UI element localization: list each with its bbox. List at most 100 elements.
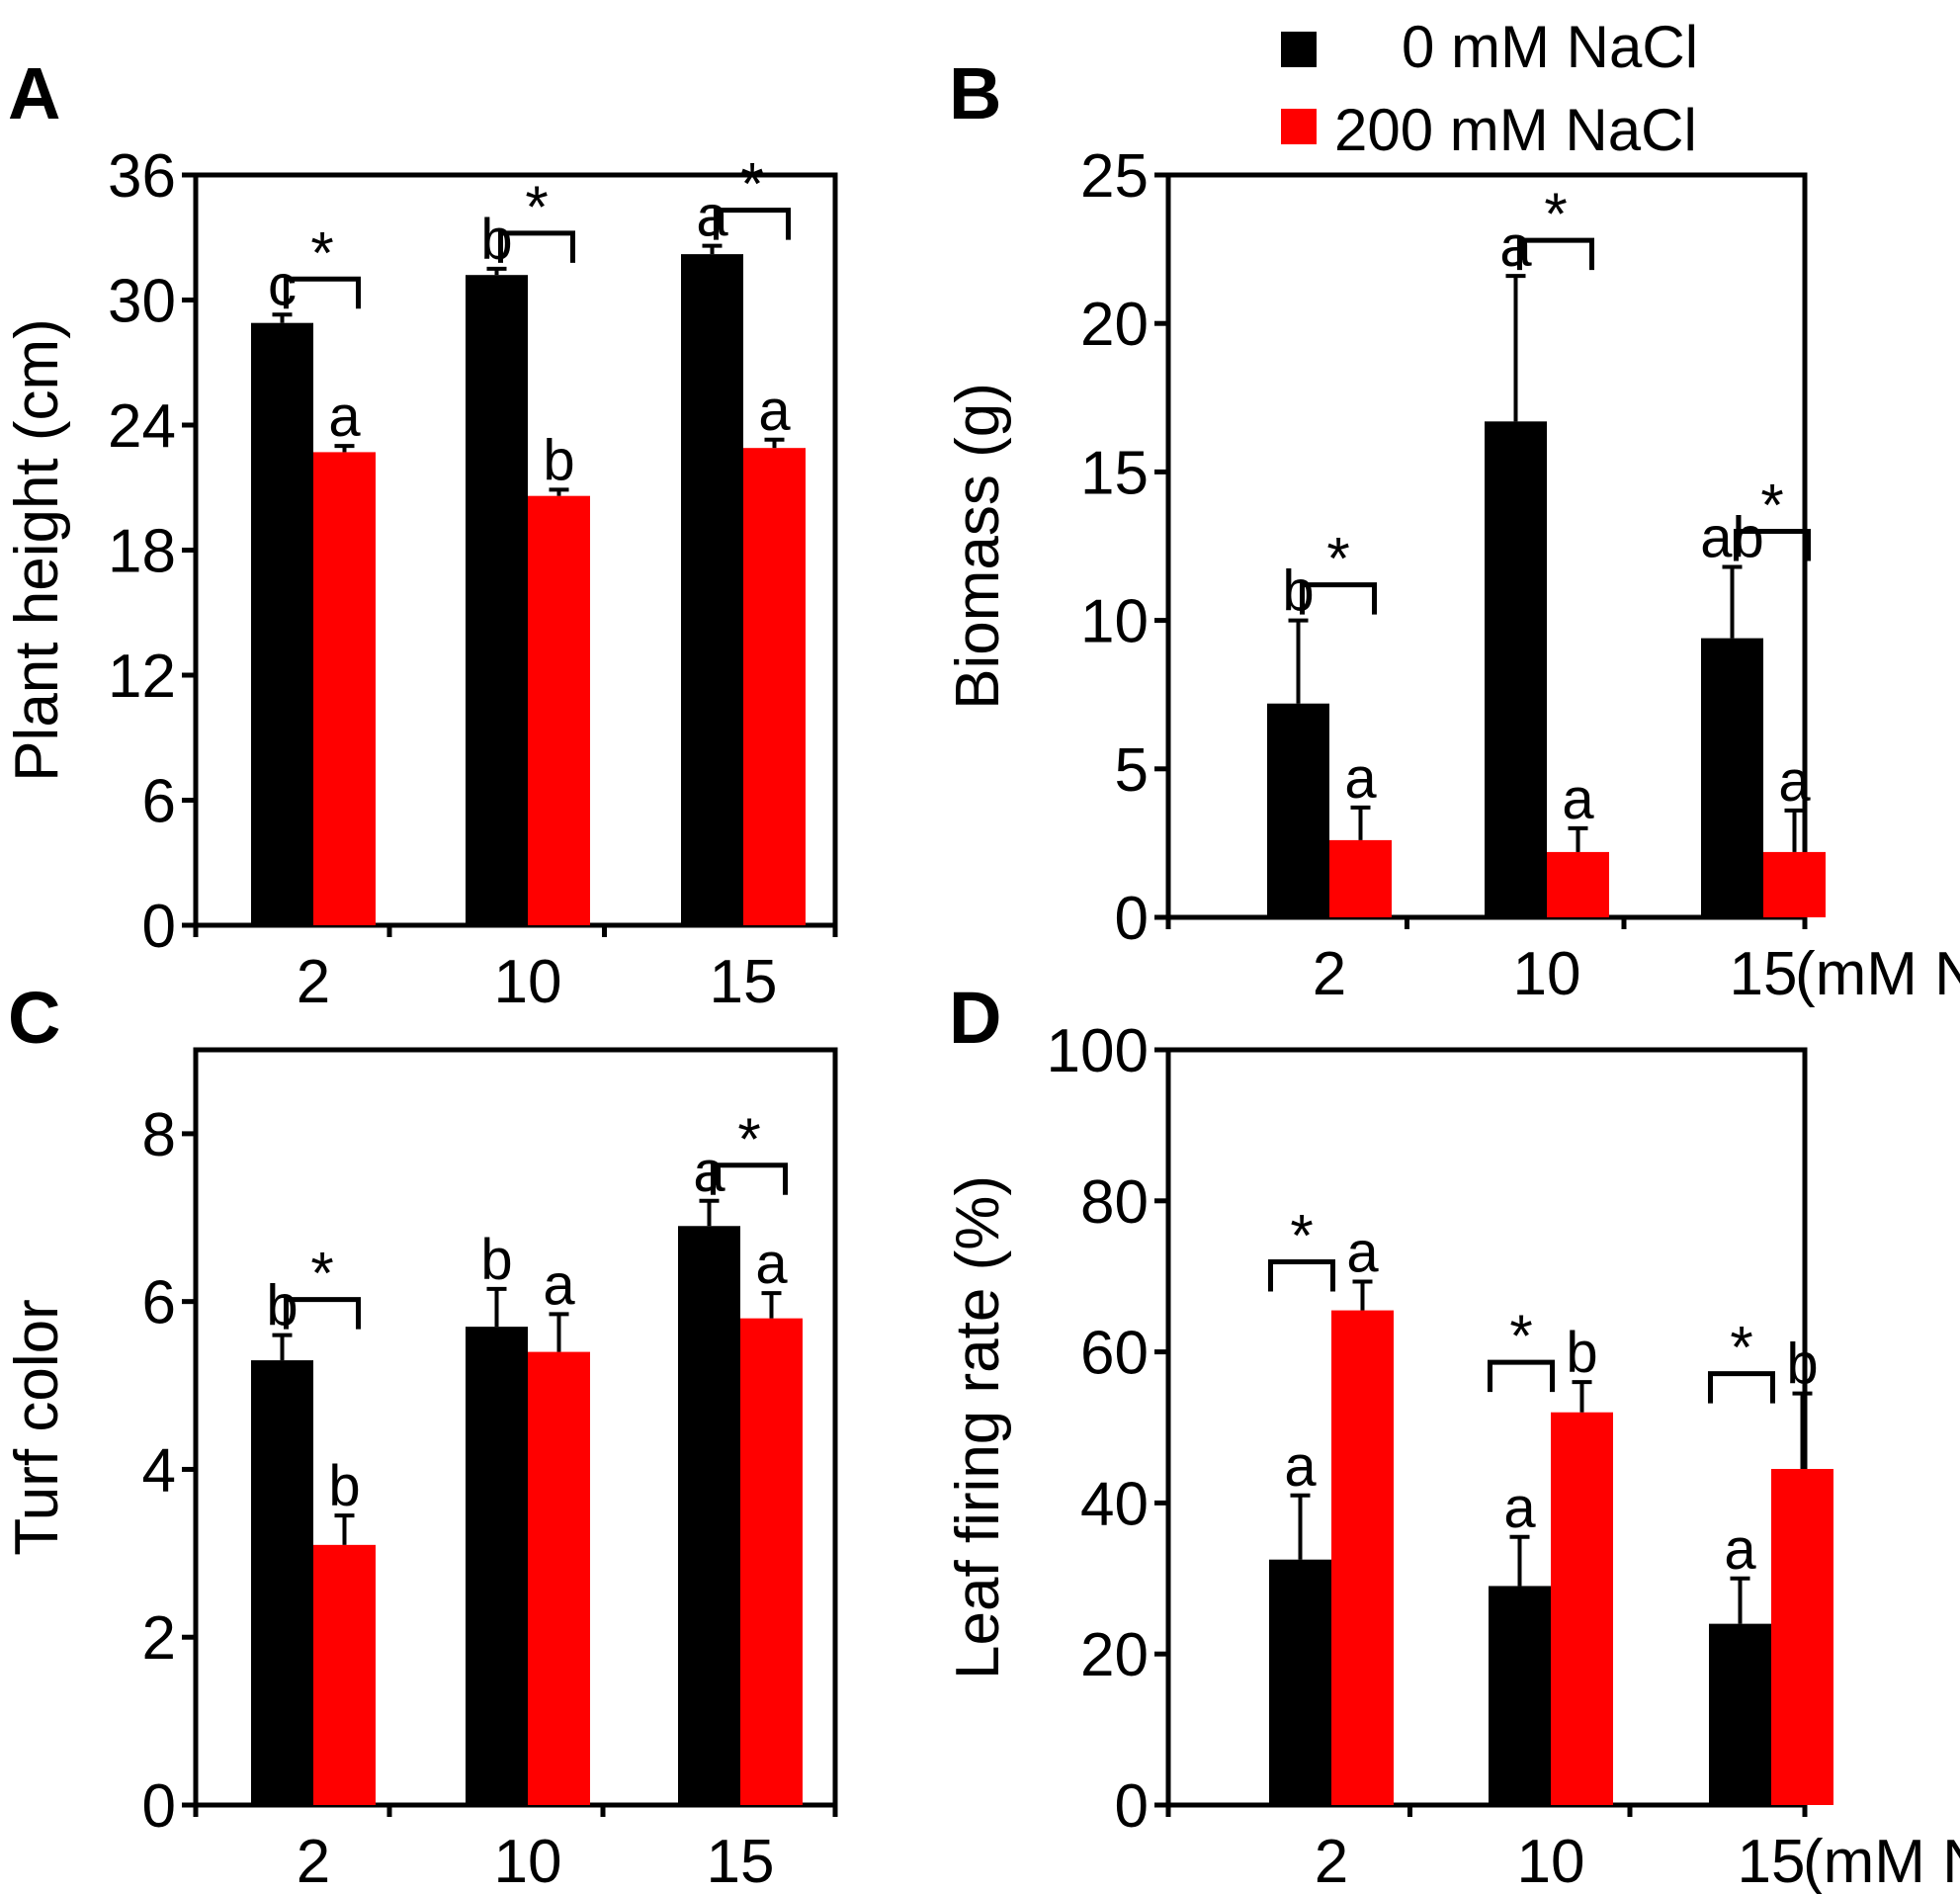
- x-tick-label: 15: [707, 1828, 775, 1894]
- significance-star: *: [525, 174, 548, 240]
- significance-letter: b: [480, 1228, 512, 1292]
- y-axis-label: Turf color: [3, 1299, 71, 1556]
- x-tick-label: 15: [1738, 1828, 1806, 1894]
- panel-d: D 0 20 40 60 80 100 Leaf firing rate (%) 2 10 15(m…: [944, 977, 1960, 1894]
- significance-bracket: [1488, 1359, 1555, 1393]
- significance-letter: b: [543, 428, 574, 492]
- significance-star: *: [1730, 1315, 1752, 1381]
- y-tick-label: 5: [1115, 736, 1149, 805]
- significance-letter: b: [1282, 560, 1314, 624]
- bar: [1267, 703, 1329, 917]
- x-tick-label: 2: [297, 948, 330, 1016]
- y-tick-label: 100: [1047, 1017, 1149, 1085]
- legend-label-salt: 200 mM NaCl: [1334, 97, 1697, 163]
- bar: [251, 322, 313, 926]
- x-tick-label: 2: [1315, 1828, 1348, 1894]
- y-tick-label: 6: [142, 768, 176, 836]
- y-tick-label: 6: [142, 1269, 176, 1337]
- bar: [1269, 1559, 1331, 1805]
- significance-star: *: [1760, 473, 1783, 539]
- significance-letter: a: [693, 1140, 725, 1204]
- bar: [1547, 851, 1609, 917]
- significance-letter: b: [1566, 1321, 1597, 1385]
- significance-letter: a: [758, 379, 791, 443]
- bar: [1551, 1412, 1613, 1805]
- bar: [251, 1360, 313, 1805]
- significance-bracket: [1268, 1259, 1335, 1292]
- significance-letter: c: [268, 253, 297, 317]
- significance-star: *: [1326, 526, 1349, 592]
- y-tick-label: 20: [1080, 291, 1149, 359]
- significance-bracket: [1734, 529, 1811, 561]
- x-tick-label: 15: [710, 948, 778, 1016]
- bar: [1485, 421, 1547, 917]
- bar: [528, 1351, 590, 1805]
- y-tick-label: 0: [1115, 1772, 1149, 1841]
- significance-letter: a: [328, 385, 361, 449]
- y-tick-label: 24: [108, 392, 176, 461]
- y-tick-label: 15: [1080, 439, 1149, 507]
- y-tick-label: 10: [1080, 588, 1149, 656]
- panel-letter: B: [949, 52, 1001, 134]
- significance-letter: a: [1562, 767, 1594, 831]
- significance-star: *: [310, 219, 333, 286]
- x-tick-label: 2: [297, 1828, 330, 1894]
- bar: [1331, 1310, 1394, 1805]
- significance-star: *: [1544, 181, 1567, 247]
- y-tick-label: 0: [142, 1772, 176, 1841]
- significance-star: *: [737, 1106, 760, 1172]
- significance-letter: b: [266, 1274, 298, 1338]
- significance-letter: b: [480, 208, 512, 272]
- significance-letter: b: [1786, 1333, 1818, 1397]
- significance-letter: a: [1284, 1434, 1317, 1499]
- bar: [1701, 638, 1763, 917]
- bar: [313, 452, 376, 925]
- x-unit-label: (mM N): [1803, 1828, 1960, 1894]
- y-tick-label: 60: [1080, 1320, 1149, 1388]
- legend-swatch-salt: [1281, 109, 1317, 144]
- x-tick-label: 2: [1313, 940, 1346, 1008]
- significance-letter: a: [1344, 746, 1377, 811]
- x-tick-label: 10: [494, 1828, 562, 1894]
- y-tick-label: 30: [108, 268, 176, 336]
- significance-letter: a: [1346, 1221, 1379, 1285]
- significance-star: *: [740, 151, 763, 217]
- significance-letter: a: [696, 185, 728, 249]
- y-axis-label: Biomass (g): [944, 383, 1012, 710]
- bar: [743, 448, 806, 925]
- panel-a: A 0 6 12 18 24 30 36 Plant height (cm) 2 10 15 c b a a b…: [3, 52, 838, 1016]
- x-tick-label: 15: [1730, 940, 1798, 1008]
- x-tick-label: 10: [1517, 1828, 1585, 1894]
- bar: [678, 1226, 740, 1805]
- significance-bracket: [714, 208, 791, 240]
- y-tick-label: 80: [1080, 1168, 1149, 1237]
- bar: [740, 1318, 803, 1805]
- legend: 0 mM NaCl 200 mM NaCl: [1281, 14, 1698, 163]
- bar: [1709, 1623, 1771, 1805]
- bar: [1771, 1469, 1833, 1805]
- significance-letter: a: [1724, 1517, 1756, 1582]
- significance-star: *: [1290, 1203, 1313, 1269]
- panel-letter: A: [8, 52, 60, 134]
- significance-bracket: [284, 276, 361, 309]
- significance-bracket: [1517, 237, 1594, 271]
- y-tick-label: 0: [142, 893, 176, 961]
- legend-swatch-control: [1281, 32, 1317, 67]
- y-tick-label: 20: [1080, 1621, 1149, 1689]
- y-tick-label: 25: [1080, 142, 1149, 211]
- y-tick-label: 36: [108, 142, 176, 211]
- bar: [466, 1327, 528, 1805]
- bar: [466, 275, 528, 925]
- legend-label-control: 0 mM NaCl: [1402, 14, 1698, 80]
- bar: [528, 495, 590, 925]
- significance-bracket: [498, 230, 575, 263]
- significance-bracket: [711, 1162, 788, 1195]
- significance-letter: a: [543, 1252, 575, 1317]
- panel-letter: C: [8, 977, 60, 1059]
- significance-star: *: [1509, 1303, 1532, 1369]
- bar: [1329, 839, 1392, 917]
- y-tick-label: 0: [1115, 885, 1149, 953]
- y-tick-label: 2: [142, 1604, 176, 1673]
- significance-letter: ab: [1700, 506, 1764, 570]
